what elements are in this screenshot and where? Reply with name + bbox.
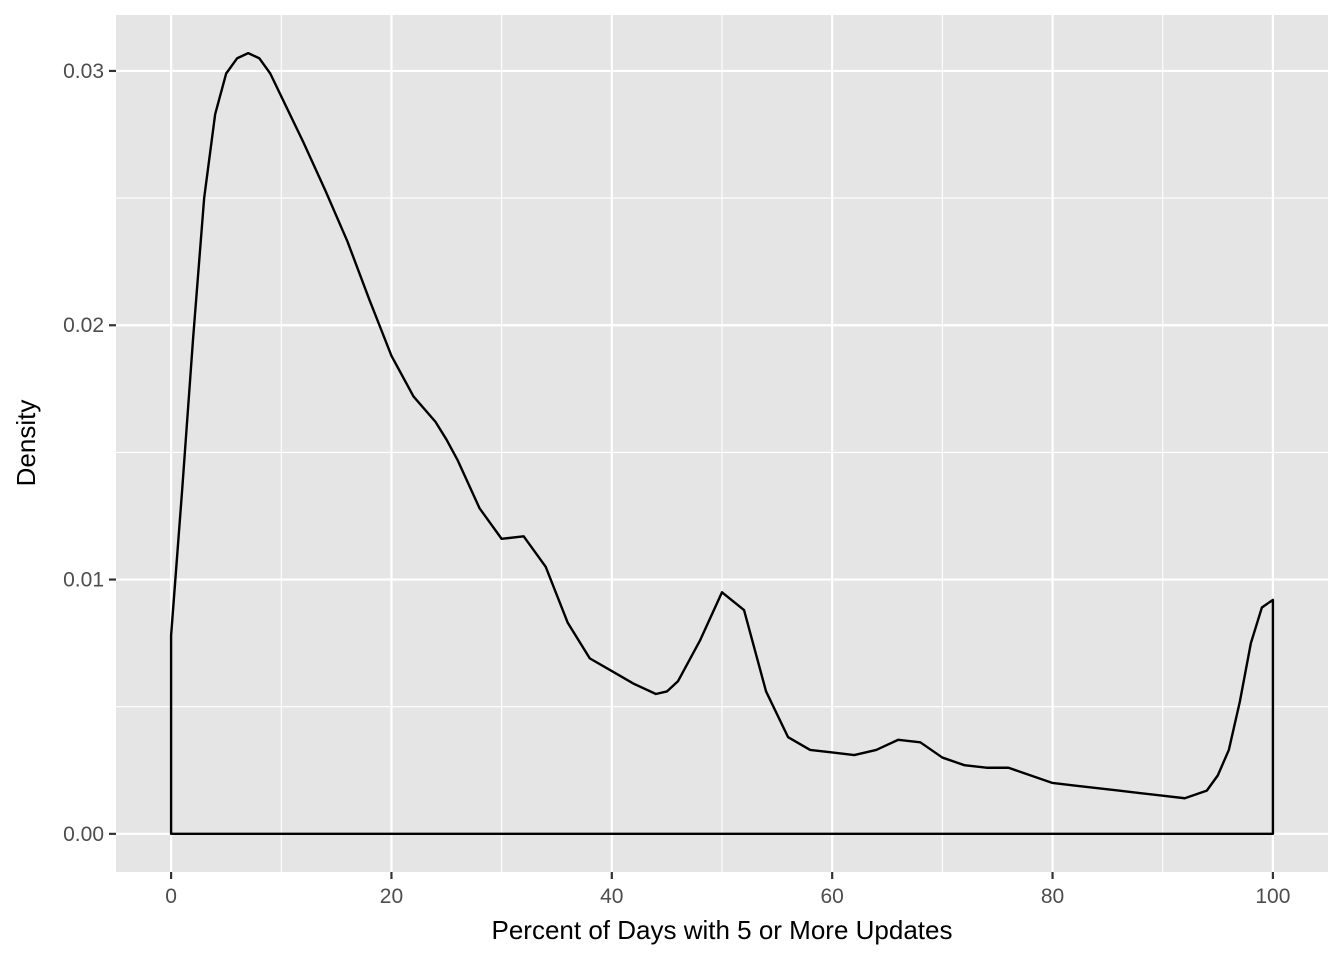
- x-tick-label: 40: [600, 885, 623, 908]
- x-axis-title: Percent of Days with 5 or More Updates: [492, 915, 953, 945]
- density-curve: [169, 51, 1275, 836]
- x-tick-label: 20: [380, 885, 403, 908]
- x-tick-label: 60: [821, 885, 844, 908]
- x-tick-label: 80: [1041, 885, 1064, 908]
- y-tick-label: 0.01: [63, 569, 104, 592]
- y-tick-label: 0.02: [63, 314, 104, 337]
- y-axis-title: Density: [11, 400, 41, 487]
- x-axis: 0 20 40 60 80 100: [165, 872, 1290, 908]
- y-tick-label: 0.00: [63, 823, 104, 846]
- y-tick-label: 0.03: [63, 60, 104, 83]
- x-tick-label: 0: [165, 885, 177, 908]
- x-tick-label: 100: [1255, 885, 1290, 908]
- density-series-layer: [169, 51, 1275, 836]
- minor-gridlines: [116, 15, 1328, 872]
- y-axis: 0.00 0.01 0.02 0.03: [63, 60, 116, 846]
